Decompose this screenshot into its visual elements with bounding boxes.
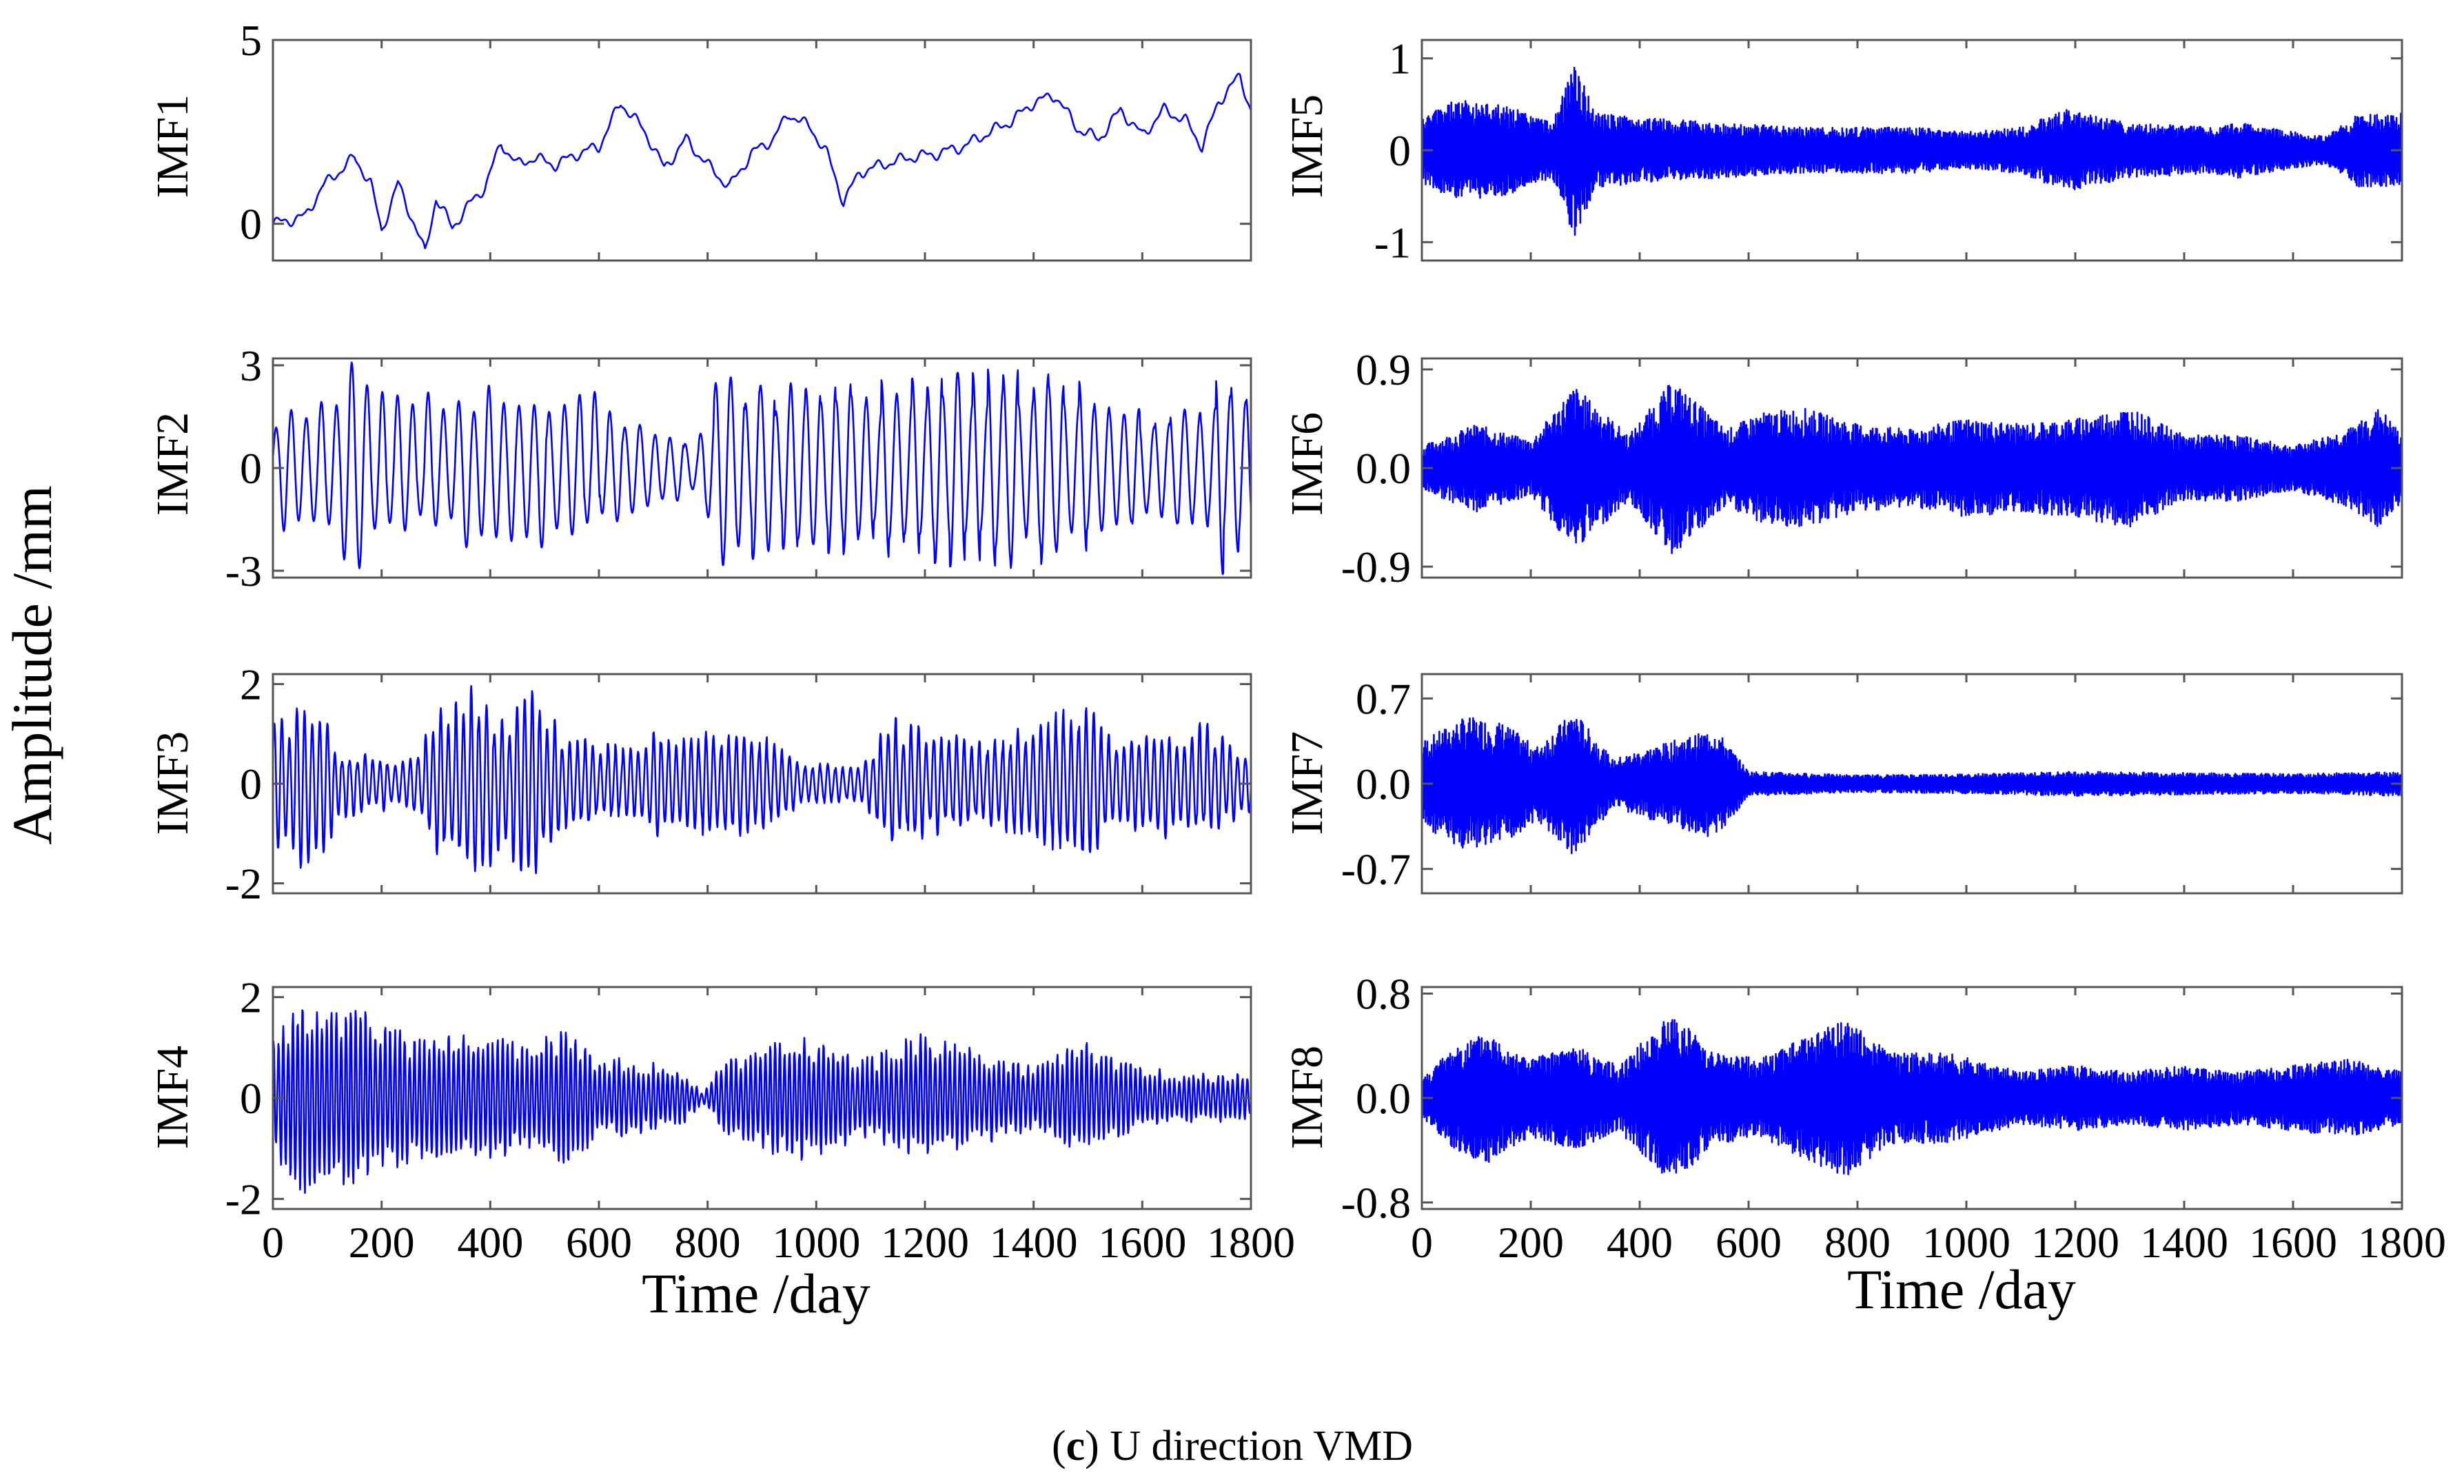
plot-area: -1 0 1	[1374, 34, 2403, 267]
panel-imf8: IMF8 -0.8 0.0 0.8 0 200 400 600 800 1000 1200 1400…	[1282, 969, 2446, 1321]
y-tick-label: 0.0	[1356, 444, 1411, 493]
panel-imf7: IMF7 -0.7 0.0 0.7	[1282, 673, 2403, 895]
x-tick-label: 0	[1411, 1218, 1433, 1267]
caption-suffix: ) U direction VMD	[1085, 1423, 1413, 1470]
y-tick-label: 1	[1389, 34, 1411, 83]
series-line	[272, 361, 1252, 576]
panel-ylabel: IMF2	[147, 412, 198, 516]
figure-caption: (c) U direction VMD	[1052, 1423, 1413, 1470]
y-tick-label: 3	[240, 341, 262, 390]
series-line	[1421, 1019, 2403, 1175]
panel-imf5: IMF5 -1 0 1	[1282, 34, 2403, 267]
panel-ylabel: IMF1	[147, 94, 198, 198]
x-tick-label: 1600	[2249, 1218, 2337, 1267]
x-tick-label: 600	[566, 1218, 632, 1267]
series-line	[272, 1009, 1252, 1194]
series-line	[272, 72, 1252, 250]
plot-area: 05	[240, 16, 1252, 262]
plot-frame	[272, 39, 1252, 262]
y-tick-label: -0.8	[1341, 1179, 1411, 1228]
caption-letter: c	[1066, 1423, 1086, 1470]
x-tick-label: 600	[1715, 1218, 1782, 1267]
plot-area: -0.7 0.0 0.7	[1341, 673, 2403, 895]
shared-ylabel: Amplitude /mm	[1, 485, 63, 845]
series-line	[1421, 66, 2403, 236]
panel-ylabel: IMF6	[1282, 412, 1332, 516]
panel-imf3: IMF3 -2 0 2	[147, 660, 1252, 908]
x-tick-label: 1000	[772, 1218, 860, 1267]
y-tick-label: 0.0	[1356, 1074, 1411, 1123]
y-tick-label: 2	[240, 660, 262, 709]
y-tick-label: 0	[240, 1074, 262, 1123]
y-tick-label: 0.9	[1356, 345, 1411, 394]
x-tick-label: 1000	[1922, 1218, 2010, 1267]
panel-ylabel: IMF8	[1282, 1046, 1332, 1149]
x-tick-label: 1400	[2140, 1218, 2228, 1267]
series-line	[272, 685, 1252, 875]
x-tick-label: 1400	[990, 1218, 1078, 1267]
y-tick-label: -2	[225, 1175, 262, 1223]
panel-ylabel: IMF4	[147, 1046, 198, 1149]
series-line	[1421, 385, 2403, 554]
y-tick-label: -2	[225, 860, 262, 908]
x-axis-title: Time /day	[1847, 1258, 2076, 1321]
x-tick-label: 1200	[2031, 1218, 2119, 1267]
y-tick-label: 0	[240, 760, 262, 809]
y-tick-label: 0	[240, 444, 262, 493]
caption-prefix: (	[1052, 1423, 1066, 1470]
y-tick-label: -3	[225, 547, 262, 596]
y-tick-label: 0.0	[1356, 760, 1411, 809]
x-tick-label: 400	[457, 1218, 523, 1267]
panel-imf1: IMF1 05	[147, 16, 1252, 262]
y-tick-label: 0.8	[1356, 969, 1411, 1018]
panel-ylabel: IMF7	[1282, 731, 1332, 835]
y-tick-label: 2	[240, 973, 262, 1022]
panel-ylabel: IMF3	[147, 731, 198, 835]
x-tick-label: 1800	[2358, 1218, 2446, 1267]
x-tick-label: 200	[349, 1218, 415, 1267]
y-tick-label: -0.7	[1341, 845, 1411, 894]
x-tick-label: 800	[1824, 1218, 1891, 1267]
y-tick-label: 5	[240, 16, 262, 65]
y-tick-label: -1	[1374, 218, 1411, 267]
y-tick-label: -0.9	[1341, 542, 1411, 591]
y-tick-label: 0	[1389, 126, 1411, 175]
panel-imf2: IMF2 -3 0 3	[147, 341, 1252, 596]
panel-ylabel: IMF5	[1282, 94, 1332, 198]
y-tick-label: 0	[240, 200, 262, 249]
plot-area: -2 0 2	[225, 660, 1252, 908]
plot-area: -0.9 0.0 0.9	[1341, 345, 2403, 591]
plot-area: -3 0 3	[225, 341, 1252, 596]
y-tick-label: 0.7	[1356, 674, 1411, 723]
panel-imf6: IMF6 -0.9 0.0 0.9	[1282, 345, 2403, 591]
series-line	[1421, 717, 2403, 855]
x-tick-label: 1600	[1098, 1218, 1186, 1267]
x-tick-label: 1200	[881, 1218, 969, 1267]
x-tick-label: 0	[262, 1218, 284, 1267]
x-tick-label: 1800	[1207, 1218, 1295, 1267]
plot-area: -0.8 0.0 0.8 0 200 400 600 800 1000 1200 1400 1600 1…	[1341, 969, 2446, 1267]
x-tick-label: 400	[1607, 1218, 1673, 1267]
x-tick-label: 200	[1498, 1218, 1564, 1267]
x-axis-title: Time /day	[642, 1262, 870, 1325]
x-tick-label: 800	[675, 1218, 741, 1267]
